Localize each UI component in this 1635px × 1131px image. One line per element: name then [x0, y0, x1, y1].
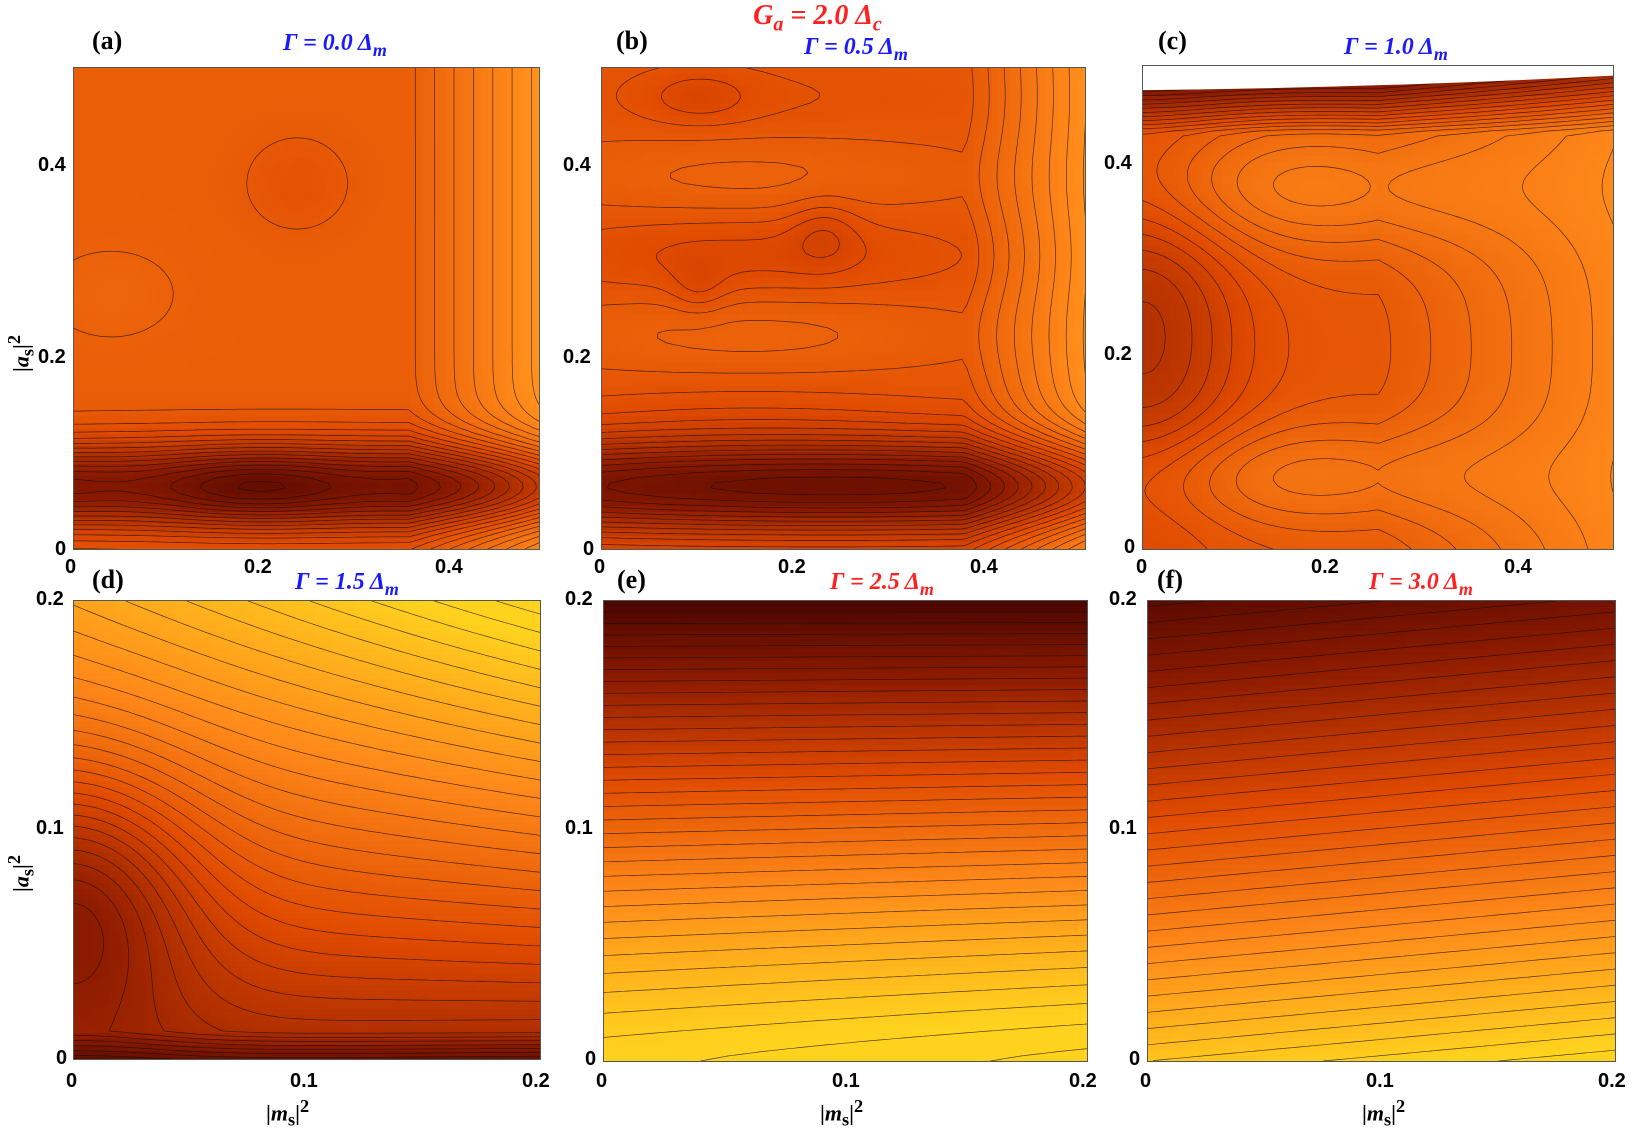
x-tick-label: 0	[1140, 1070, 1151, 1093]
panel-label: (e)	[617, 565, 646, 595]
contour-path	[74, 68, 539, 549]
panel-label: (b)	[616, 26, 648, 56]
contour-lines	[74, 68, 539, 549]
heatmap-cells	[1148, 601, 1615, 1061]
x-tick-label: 0	[594, 556, 605, 579]
contour-lines	[604, 611, 1087, 1061]
contour-path	[602, 68, 1085, 549]
heatmap-cells	[602, 68, 1085, 549]
heatmap-svg	[74, 68, 539, 549]
y-tick-label: 0.2	[563, 346, 591, 369]
figure-suptitle: Ga = 2.0 Δc	[0, 0, 1635, 37]
y-tick-label: 0.2	[565, 588, 593, 611]
y-axis-label: |as|2	[4, 335, 39, 372]
heatmap-plot	[603, 600, 1088, 1062]
y-tick-label: 0.4	[38, 154, 66, 177]
y-axis-label: |as|2	[4, 855, 39, 892]
y-tick-label: 0	[56, 1047, 67, 1070]
y-tick-label: 0.2	[38, 346, 66, 369]
x-tick-label: 0	[1136, 556, 1147, 579]
heatmap-svg	[74, 601, 540, 1059]
x-tick-label: 0	[66, 1070, 77, 1093]
x-axis-label: |ms|2	[266, 1096, 309, 1131]
x-tick-label: 0	[596, 1070, 607, 1093]
heatmap-cells	[74, 68, 539, 549]
heatmap-cells	[74, 601, 540, 1059]
x-tick-label: 0.4	[970, 556, 998, 579]
heatmap-svg	[1148, 601, 1615, 1061]
panel-title: Γ = 0.5 Δm	[804, 34, 908, 65]
panel-title: Γ = 3.0 Δm	[1369, 569, 1473, 600]
heatmap-plot	[1147, 600, 1616, 1062]
panel-label: (f)	[1157, 565, 1183, 595]
heatmap-svg	[604, 601, 1087, 1061]
heatmap-plot	[73, 67, 540, 550]
x-tick-label: 0.1	[832, 1070, 860, 1093]
panel-label: (a)	[92, 26, 122, 56]
panel-title: Γ = 1.5 Δm	[295, 569, 399, 600]
undefined-region	[1143, 66, 1613, 91]
x-tick-label: 0.2	[244, 556, 272, 579]
panel-title: Γ = 1.0 Δm	[1344, 34, 1448, 65]
x-tick-label: 0.2	[1069, 1070, 1097, 1093]
contour-path	[74, 601, 540, 1059]
y-tick-label: 0.1	[565, 817, 593, 840]
y-tick-label: 0.1	[1109, 817, 1137, 840]
y-tick-label: 0	[55, 538, 66, 561]
y-tick-label: 0	[1129, 1048, 1140, 1071]
y-tick-label: 0	[585, 1048, 596, 1071]
heatmap-cells	[604, 601, 1087, 1061]
x-tick-label: 0.2	[778, 556, 806, 579]
x-axis-label: |ms|2	[1362, 1096, 1405, 1131]
y-tick-label: 0.1	[36, 817, 64, 840]
contour-lines	[1148, 601, 1615, 1061]
panel-title: Γ = 0.0 Δm	[283, 30, 387, 61]
panel-label: (c)	[1158, 26, 1187, 56]
heatmap-svg	[602, 68, 1085, 549]
x-tick-label: 0.2	[1598, 1070, 1626, 1093]
x-tick-label: 0	[65, 556, 76, 579]
y-tick-label: 0.4	[563, 154, 591, 177]
x-tick-label: 0.4	[1504, 556, 1532, 579]
panel-title: Γ = 2.5 Δm	[830, 569, 934, 600]
heatmap-plot	[1142, 65, 1614, 550]
heatmap-plot	[73, 600, 541, 1060]
heatmap-svg	[1143, 66, 1613, 549]
y-tick-label: 0	[1124, 536, 1135, 559]
contour-path	[604, 611, 1087, 1061]
x-axis-label: |ms|2	[820, 1096, 863, 1131]
y-tick-label: 0.4	[1104, 152, 1132, 175]
x-tick-label: 0.2	[522, 1070, 550, 1093]
y-tick-label: 0.2	[1109, 588, 1137, 611]
x-tick-label: 0.1	[290, 1070, 318, 1093]
y-tick-label: 0.2	[36, 588, 64, 611]
y-tick-label: 0	[583, 538, 594, 561]
contour-lines	[74, 601, 540, 1059]
contour-path	[1148, 601, 1615, 1061]
panel-label: (d)	[92, 565, 124, 595]
heatmap-plot	[601, 67, 1086, 550]
x-tick-label: 0.2	[1311, 556, 1339, 579]
x-tick-label: 0.4	[435, 556, 463, 579]
contour-lines	[602, 68, 1085, 549]
heatmap-cells	[1143, 66, 1613, 549]
y-tick-label: 0.2	[1104, 343, 1132, 366]
x-tick-label: 0.1	[1366, 1070, 1394, 1093]
